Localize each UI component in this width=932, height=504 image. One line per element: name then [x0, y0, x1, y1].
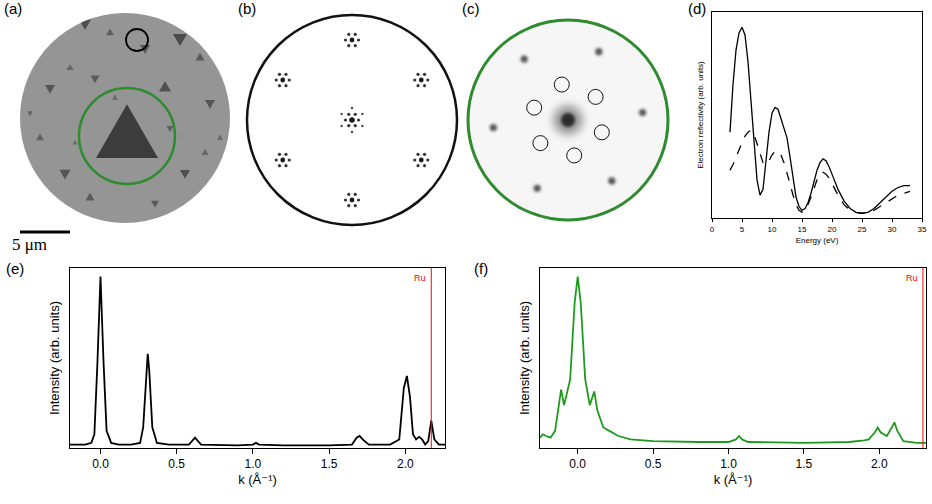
svg-text:k (Å⁻¹): k (Å⁻¹) — [238, 472, 277, 487]
svg-text:(b): (b) — [238, 0, 256, 17]
svg-text:Intensity (arb. units): Intensity (arb. units) — [47, 301, 62, 415]
svg-text:0.5: 0.5 — [168, 457, 185, 471]
svg-text:25: 25 — [858, 225, 867, 234]
svg-text:Electron reflectivity (arb. un: Electron reflectivity (arb. units) — [696, 61, 705, 169]
svg-text:20: 20 — [828, 225, 837, 234]
svg-text:Ru: Ru — [906, 273, 918, 283]
svg-text:(c): (c) — [462, 0, 480, 17]
svg-text:1.0: 1.0 — [720, 457, 737, 471]
svg-text:1.5: 1.5 — [321, 457, 338, 471]
svg-text:Energy (eV): Energy (eV) — [796, 236, 839, 245]
svg-text:2.0: 2.0 — [871, 457, 888, 471]
svg-text:1.0: 1.0 — [245, 457, 262, 471]
svg-text:k (Å⁻¹): k (Å⁻¹) — [714, 472, 753, 487]
svg-text:1.5: 1.5 — [796, 457, 813, 471]
svg-text:0.5: 0.5 — [645, 457, 662, 471]
svg-text:Ru: Ru — [414, 273, 426, 283]
svg-text:5: 5 — [740, 225, 745, 234]
svg-text:(e): (e) — [6, 260, 24, 277]
svg-text:10: 10 — [768, 225, 777, 234]
svg-text:0.0: 0.0 — [569, 457, 586, 471]
svg-text:(a): (a) — [4, 0, 22, 17]
svg-text:2.0: 2.0 — [397, 457, 414, 471]
svg-text:35: 35 — [918, 225, 927, 234]
svg-text:(f): (f) — [474, 260, 488, 277]
svg-text:30: 30 — [888, 225, 897, 234]
svg-text:5 μm: 5 μm — [12, 235, 47, 254]
svg-text:Intensity (arb. units): Intensity (arb. units) — [517, 301, 532, 415]
svg-text:0: 0 — [710, 225, 715, 234]
svg-text:(d): (d) — [688, 0, 706, 17]
svg-text:15: 15 — [798, 225, 807, 234]
svg-text:0.0: 0.0 — [92, 457, 109, 471]
